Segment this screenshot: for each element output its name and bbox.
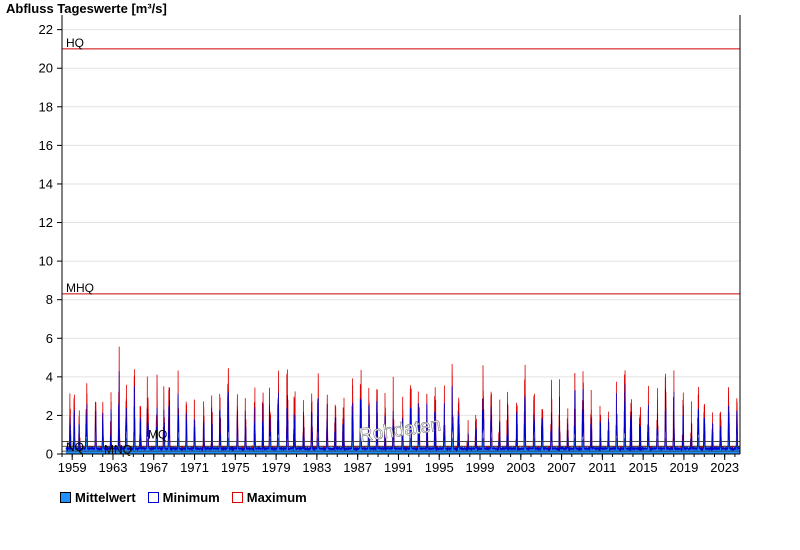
legend-label-mittelwert: Mittelwert [75,490,136,505]
y-tick-label-4: 4 [46,369,53,384]
x-tick-label-1971: 1971 [180,460,209,475]
x-tick-label-2019: 2019 [669,460,698,475]
x-tick-label-1979: 1979 [262,460,291,475]
legend-item-mittelwert: Mittelwert [60,490,136,505]
y-tick-label-22: 22 [39,22,53,37]
y-tick-label-6: 6 [46,331,53,346]
grid-lines [62,29,740,416]
y-tick-label-2: 2 [46,408,53,423]
legend-label-minimum: Minimum [162,490,220,505]
chart-title: Abfluss Tageswerte [m³/s] [6,1,167,16]
minimum-line [65,371,740,453]
x-tick-label-1967: 1967 [139,460,168,475]
x-tick-label-1963: 1963 [99,460,128,475]
x-tick-label-2023: 2023 [710,460,739,475]
series-minimum [65,371,740,453]
y-tick-label-10: 10 [39,254,53,269]
ref-label-hq: HQ [66,36,84,50]
ref-label-mnq: MNQ [104,442,132,456]
y-tick-label-12: 12 [39,215,53,230]
x-tick-label-1999: 1999 [466,460,495,475]
reference-lines: HQ MHQ MQ MNQ NQ [62,36,740,456]
legend-item-maximum: Maximum [231,490,307,505]
y-tick-label-18: 18 [39,99,53,114]
x-tick-label-2003: 2003 [506,460,535,475]
axes: 0 2 4 6 8 10 12 14 16 18 20 22 1959 1963 1967 1971 1975 1… [39,15,741,475]
x-tick-label-2007: 2007 [547,460,576,475]
ref-label-mq: MQ [148,427,167,441]
y-tick-label-8: 8 [46,292,53,307]
x-tick-label-1959: 1959 [58,460,87,475]
x-tick-label-1995: 1995 [425,460,454,475]
x-tick-label-1987: 1987 [343,460,372,475]
x-tick-label-1975: 1975 [221,460,250,475]
y-tick-label-0: 0 [46,447,53,462]
y-tick-label-20: 20 [39,61,53,76]
legend-item-minimum: Minimum [147,490,220,505]
x-tick-label-2011: 2011 [588,460,616,475]
ref-label-mhq: MHQ [66,281,94,295]
x-tick-label-1983: 1983 [302,460,331,475]
legend: Mittelwert Minimum Maximum [60,490,307,505]
legend-swatch-maximum [231,492,243,503]
y-tick-label-16: 16 [39,138,53,153]
y-tick-label-14: 14 [39,176,53,191]
legend-swatch-mittelwert [60,492,71,503]
x-tick-label-2015: 2015 [629,460,658,475]
legend-swatch-minimum [147,492,159,503]
x-tick-label-1991: 1991 [384,460,413,475]
ref-label-nq: NQ [66,440,84,454]
legend-label-maximum: Maximum [246,490,307,505]
